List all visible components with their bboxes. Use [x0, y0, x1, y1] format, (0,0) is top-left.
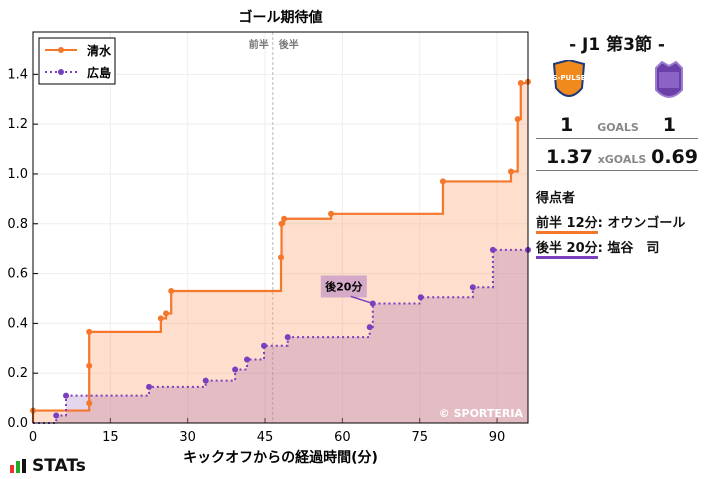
first-half-label: 前半: [249, 38, 269, 51]
x-tick-label: 90: [489, 430, 506, 445]
data-point: [146, 383, 153, 390]
stats-brand: STATs: [10, 456, 86, 476]
annotation-box: [320, 275, 367, 298]
x-tick-label: 30: [179, 430, 196, 445]
data-point: [507, 168, 514, 175]
hiroshima-logo: [655, 60, 683, 98]
data-point: [284, 334, 291, 341]
annotation-text: 後20分: [325, 279, 362, 293]
legend-box: [38, 37, 116, 85]
y-tick-label: 0.6: [7, 267, 28, 282]
data-point: [163, 310, 170, 317]
svg-text:S-PULSE: S-PULSE: [552, 74, 585, 82]
data-point: [157, 315, 164, 322]
y-tick-label: 0.4: [7, 316, 28, 331]
series-area: [33, 249, 528, 423]
data-point: [439, 178, 446, 185]
xg-label: xGOALS: [597, 153, 647, 166]
scorer-name: : 塩谷 司: [597, 241, 660, 256]
x-axis-label: キックオフからの経過時間(分): [183, 449, 378, 466]
x-tick-label: 0: [29, 430, 37, 445]
brand-name: STATs: [32, 456, 86, 476]
data-point: [261, 342, 267, 349]
bar-chart-icon: [10, 459, 26, 473]
scorers-heading: 得点者: [536, 191, 576, 206]
series-line: [31, 81, 530, 423]
plot-frame: [32, 31, 529, 424]
y-tick-label: 0.8: [7, 217, 28, 232]
data-point: [366, 324, 373, 331]
data-point: [278, 254, 285, 261]
second-half-label: 後半: [279, 38, 299, 51]
scorers: 得点者 前半 12分: オウンゴール 後半 20分: 塩谷 司: [536, 186, 698, 261]
data-point: [517, 80, 524, 87]
data-point: [86, 328, 93, 335]
scorer-2: 後半 20分: 塩谷 司: [536, 236, 698, 261]
scorer-time: 前半 12分: [536, 216, 598, 234]
legend-marker: [58, 69, 64, 75]
scorer-name: : オウンゴール: [597, 216, 686, 231]
match-round: - J1 第3節 -: [569, 35, 665, 55]
x-tick-label: 15: [102, 430, 119, 445]
data-point: [489, 246, 496, 253]
y-tick-label: 0.0: [7, 416, 28, 431]
annotation-arrow: [350, 295, 374, 305]
data-point: [328, 210, 335, 217]
data-point: [53, 412, 60, 419]
data-point: [86, 362, 93, 369]
y-tick-label: 0.2: [7, 366, 28, 381]
data-point: [86, 400, 93, 407]
watermark: © SPORTERIA: [439, 407, 524, 420]
away-goals: 1: [662, 114, 676, 136]
chart-title: ゴール期待値: [239, 9, 323, 26]
series-area: [33, 81, 528, 424]
data-point: [232, 366, 239, 373]
x-tick-label: 45: [257, 430, 274, 445]
data-point: [63, 392, 69, 399]
data-point: [243, 356, 250, 363]
away-xg: 0.69: [651, 146, 698, 168]
data-point: [202, 377, 209, 384]
legend-label: 広島: [87, 65, 111, 80]
series-line: [33, 248, 528, 424]
y-tick-label: 1.2: [7, 117, 28, 132]
shimizu-logo: S-PULSE: [552, 60, 586, 97]
data-point: [278, 220, 285, 227]
scorer-time: 後半 20分: [536, 241, 598, 259]
home-goals: 1: [560, 114, 574, 136]
x-tick-label: 60: [334, 430, 351, 445]
data-point: [168, 288, 175, 295]
y-tick-label: 1.4: [7, 67, 28, 82]
data-point: [469, 284, 476, 291]
data-point: [514, 116, 521, 123]
x-tick-label: 75: [411, 430, 428, 445]
data-point: [281, 215, 288, 222]
y-tick-label: 1.0: [7, 167, 28, 182]
legend-label: 清水: [87, 43, 112, 58]
data-point: [417, 294, 424, 301]
goals-label: GOALS: [597, 121, 639, 134]
legend-marker: [58, 47, 64, 53]
home-xg: 1.37: [546, 146, 593, 168]
scorer-1: 前半 12分: オウンゴール: [536, 211, 698, 236]
